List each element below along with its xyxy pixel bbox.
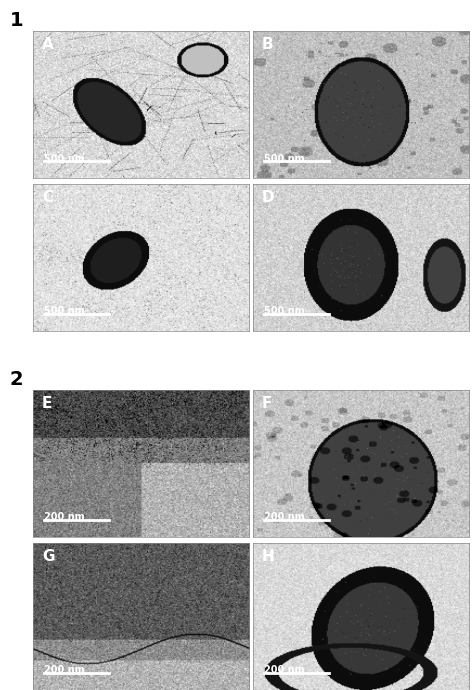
Text: 500 nm: 500 nm bbox=[44, 154, 85, 164]
Text: 200 nm: 200 nm bbox=[44, 665, 85, 676]
Text: 500 nm: 500 nm bbox=[264, 154, 305, 164]
Text: 2: 2 bbox=[10, 370, 23, 389]
Text: B: B bbox=[262, 37, 273, 52]
Text: A: A bbox=[42, 37, 54, 52]
Text: 200 nm: 200 nm bbox=[264, 665, 305, 676]
Text: 200 nm: 200 nm bbox=[44, 513, 85, 522]
Text: H: H bbox=[262, 549, 274, 564]
Text: 500 nm: 500 nm bbox=[264, 306, 305, 317]
Text: E: E bbox=[42, 396, 52, 411]
Text: D: D bbox=[262, 190, 274, 205]
Text: F: F bbox=[262, 396, 272, 411]
Text: G: G bbox=[42, 549, 55, 564]
Text: 500 nm: 500 nm bbox=[44, 306, 85, 317]
Text: 1: 1 bbox=[10, 11, 23, 30]
Text: C: C bbox=[42, 190, 53, 205]
Text: 200 nm: 200 nm bbox=[264, 513, 305, 522]
